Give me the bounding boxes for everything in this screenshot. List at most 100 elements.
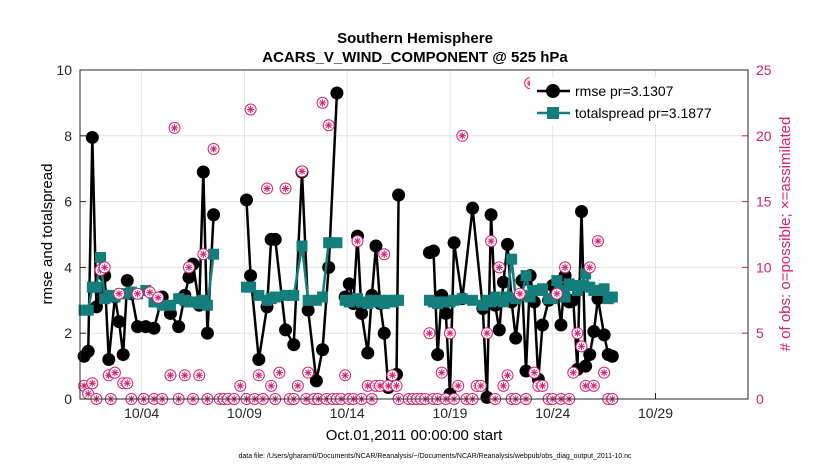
obs-assimilated-marker — [101, 263, 109, 271]
obs-assimilated-marker — [170, 124, 179, 132]
rmse-point — [268, 232, 282, 246]
y-left-tick-label: 6 — [64, 194, 72, 210]
rmse-point — [200, 326, 214, 340]
y-right-tick-label: 10 — [756, 259, 772, 275]
obs-assimilated-marker — [569, 369, 577, 377]
obs-assimilated-marker — [236, 382, 244, 390]
totalspread-point — [103, 289, 115, 301]
totalspread-point — [95, 252, 107, 264]
rmse-point — [147, 321, 161, 335]
obs-assimilated-marker — [384, 382, 392, 390]
rmse-point — [309, 374, 323, 388]
rmse-point — [196, 165, 210, 179]
obs-assimilated-marker — [267, 382, 275, 390]
totalspread-point — [119, 288, 131, 300]
rmse-point — [81, 344, 95, 358]
totalspread-point — [456, 293, 468, 305]
x-tick-label: 10/19 — [432, 405, 467, 421]
obs-assimilated-marker — [115, 290, 123, 298]
legend: rmse pr=3.1307 totalspread pr=3.1877 — [530, 77, 735, 125]
totalspread-point — [173, 293, 185, 305]
rmse-point — [496, 275, 510, 289]
obs-assimilated-marker — [530, 369, 538, 377]
y-right-tick-label: 0 — [756, 391, 764, 407]
rmse-point — [116, 348, 130, 362]
y-left-tick-label: 10 — [56, 62, 72, 78]
y-right-tick-label: 25 — [756, 62, 772, 78]
obs-assimilated-marker — [594, 237, 602, 245]
totalspread-point — [551, 275, 563, 287]
rmse-point — [85, 130, 99, 144]
totalspread-point — [317, 291, 329, 303]
obs-assimilated-marker — [281, 184, 290, 193]
obs-assimilated-marker — [133, 290, 142, 298]
legend-spread-label: totalspread pr=3.1877 — [575, 105, 712, 121]
chart-subtitle: ACARS_V_WIND_COMPONENT @ 525 hPa — [262, 49, 568, 66]
totalspread-point — [524, 291, 536, 303]
obs-assimilated-marker — [561, 263, 569, 271]
rmse-point — [112, 315, 126, 329]
rmse-point — [182, 270, 196, 284]
rmse-point — [330, 86, 344, 100]
chart-title: Southern Hemisphere — [337, 30, 493, 47]
obs-assimilated-marker — [376, 382, 384, 390]
totalspread-point — [310, 294, 322, 306]
rmse-point — [252, 353, 266, 367]
obs-assimilated-marker — [582, 382, 590, 390]
obs-assimilated-marker — [263, 184, 271, 193]
totalspread-point — [606, 291, 618, 303]
totalspread-point — [520, 270, 532, 282]
totalspread-point — [592, 284, 604, 296]
obs-assimilated-marker — [325, 121, 333, 129]
obs-assimilated-marker — [304, 369, 312, 377]
obs-assimilated-marker — [80, 382, 88, 390]
totalspread-point — [502, 291, 514, 303]
y-right-tick-label: 20 — [756, 128, 772, 144]
rmse-point — [342, 277, 356, 291]
x-tick-label: 10/04 — [124, 405, 159, 421]
totalspread-point — [506, 253, 518, 265]
obs-assimilated-marker — [573, 329, 582, 337]
obs-assimilated-marker — [154, 294, 162, 302]
rmse-point — [501, 237, 515, 251]
rmse-series — [77, 86, 619, 404]
totalspread-point — [208, 248, 220, 260]
totalspread-point — [302, 294, 314, 306]
totalspread-point — [164, 299, 176, 311]
obs-assimilated-marker — [111, 369, 119, 377]
totalspread-point — [90, 281, 102, 293]
legend-box — [530, 77, 735, 125]
rmse-point — [369, 239, 383, 253]
y-axis-label-left: rmse and totalspread — [39, 164, 56, 305]
obs-assimilated-marker — [246, 105, 255, 114]
rmse-point — [575, 204, 589, 218]
x-tick-label: 10/09 — [227, 405, 262, 421]
obs-assimilated-marker — [577, 342, 586, 350]
obs-assimilated-marker — [495, 263, 503, 271]
x-tick-label: 10/24 — [535, 405, 570, 421]
rmse-point — [172, 320, 186, 334]
obs-assimilated-marker — [123, 379, 131, 387]
rmse-point — [287, 338, 301, 352]
rmse-point — [355, 306, 369, 320]
obs-assimilated-marker — [538, 382, 547, 390]
rmse-point — [377, 326, 391, 340]
axis-ticks: 10/04 10/09 10/14 10/19 10/24 10/29 0 2 4 6 8 10 0 5 1… — [56, 62, 771, 421]
legend-rmse-marker — [546, 84, 560, 98]
legend-rmse-label: rmse pr=3.1307 — [575, 83, 674, 99]
totalspread-point — [323, 237, 335, 249]
obs-assimilated-marker — [516, 290, 524, 298]
rmse-point — [535, 318, 549, 332]
totalspread-point — [576, 279, 588, 291]
rmse-point — [583, 348, 597, 362]
obs-assimilated-marker — [477, 382, 485, 390]
rmse-point — [587, 325, 601, 339]
legend-spread-marker — [547, 107, 559, 119]
totalspread-point — [547, 293, 559, 305]
y-right-tick-label: 15 — [756, 194, 772, 210]
obs-assimilated-marker — [199, 250, 207, 258]
rmse-point — [102, 353, 116, 367]
obs-assimilated-marker — [590, 382, 598, 390]
rmse-point — [427, 244, 441, 258]
rmse-point — [439, 306, 453, 320]
